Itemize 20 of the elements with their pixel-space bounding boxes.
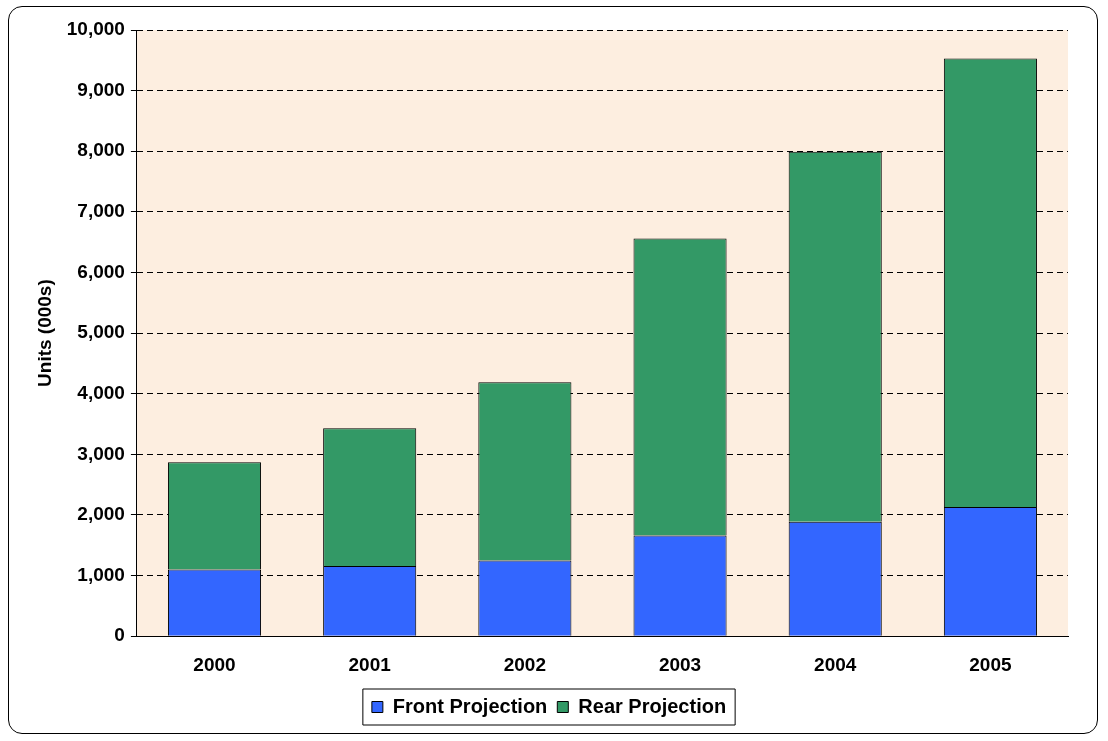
y-tick-label: 3,000: [77, 442, 125, 464]
y-tick-label: 5,000: [77, 321, 125, 343]
x-tick-label: 2004: [814, 653, 857, 675]
y-tick-label: 6,000: [77, 260, 125, 282]
y-tick-label: 10,000: [66, 18, 125, 40]
legend-label: Rear Projection: [578, 694, 727, 717]
x-tick-label: 2005: [969, 653, 1012, 675]
y-axis-title: Units (000s): [33, 279, 55, 387]
y-tick-label: 8,000: [77, 139, 125, 161]
y-tick-label: 0: [114, 624, 125, 646]
y-tick-label: 1,000: [77, 563, 125, 585]
legend-label: Front Projection: [392, 694, 548, 717]
x-tick-label: 2000: [193, 653, 236, 675]
y-tick-label: 7,000: [77, 200, 125, 222]
x-tick-label: 2002: [503, 653, 547, 675]
y-tick-label: 2,000: [77, 503, 125, 525]
y-tick-label: 4,000: [77, 381, 125, 403]
x-tick-label: 2001: [348, 653, 392, 675]
y-tick-label: 9,000: [77, 78, 125, 100]
x-tick-label: 2003: [658, 653, 702, 675]
